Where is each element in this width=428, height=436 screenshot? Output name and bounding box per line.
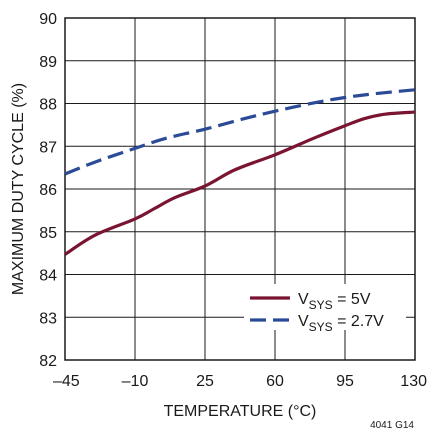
legend-background (244, 284, 406, 330)
series-line-1 (64, 88, 416, 176)
legend-label-1: VSYS = 2.7V (298, 313, 384, 334)
legend-label-0: VSYS = 5V (298, 291, 371, 312)
x-tick-label: 95 (336, 373, 354, 390)
y-tick-label: 82 (39, 353, 57, 370)
y-tick-label: 89 (39, 54, 57, 71)
y-tick-label: 85 (39, 225, 57, 242)
x-tick-label: –10 (122, 373, 149, 390)
x-tick-labels: –45 –10 25 60 95 130 (53, 373, 427, 390)
series-layer (64, 88, 416, 256)
x-tick-label: –45 (53, 373, 80, 390)
figure-id: 4041 G14 (370, 420, 414, 431)
plot-frame (64, 17, 416, 361)
y-tick-label: 88 (39, 97, 57, 114)
grid (65, 18, 415, 360)
y-tick-label: 87 (39, 139, 57, 156)
series-line-0 (64, 110, 416, 256)
x-tick-label: 130 (400, 373, 427, 390)
x-tick-label: 60 (266, 373, 284, 390)
y-tick-label: 83 (39, 310, 57, 327)
y-tick-label: 84 (39, 268, 57, 285)
y-tick-labels: 82 83 84 85 86 87 88 89 90 (39, 11, 57, 370)
y-tick-label: 90 (39, 11, 57, 28)
y-tick-label: 86 (39, 182, 57, 199)
y-axis-label: MAXIMUM DUTY CYCLE (%) (10, 83, 27, 295)
x-tick-label: 25 (196, 373, 214, 390)
x-axis-label: TEMPERATURE (°C) (164, 403, 317, 420)
